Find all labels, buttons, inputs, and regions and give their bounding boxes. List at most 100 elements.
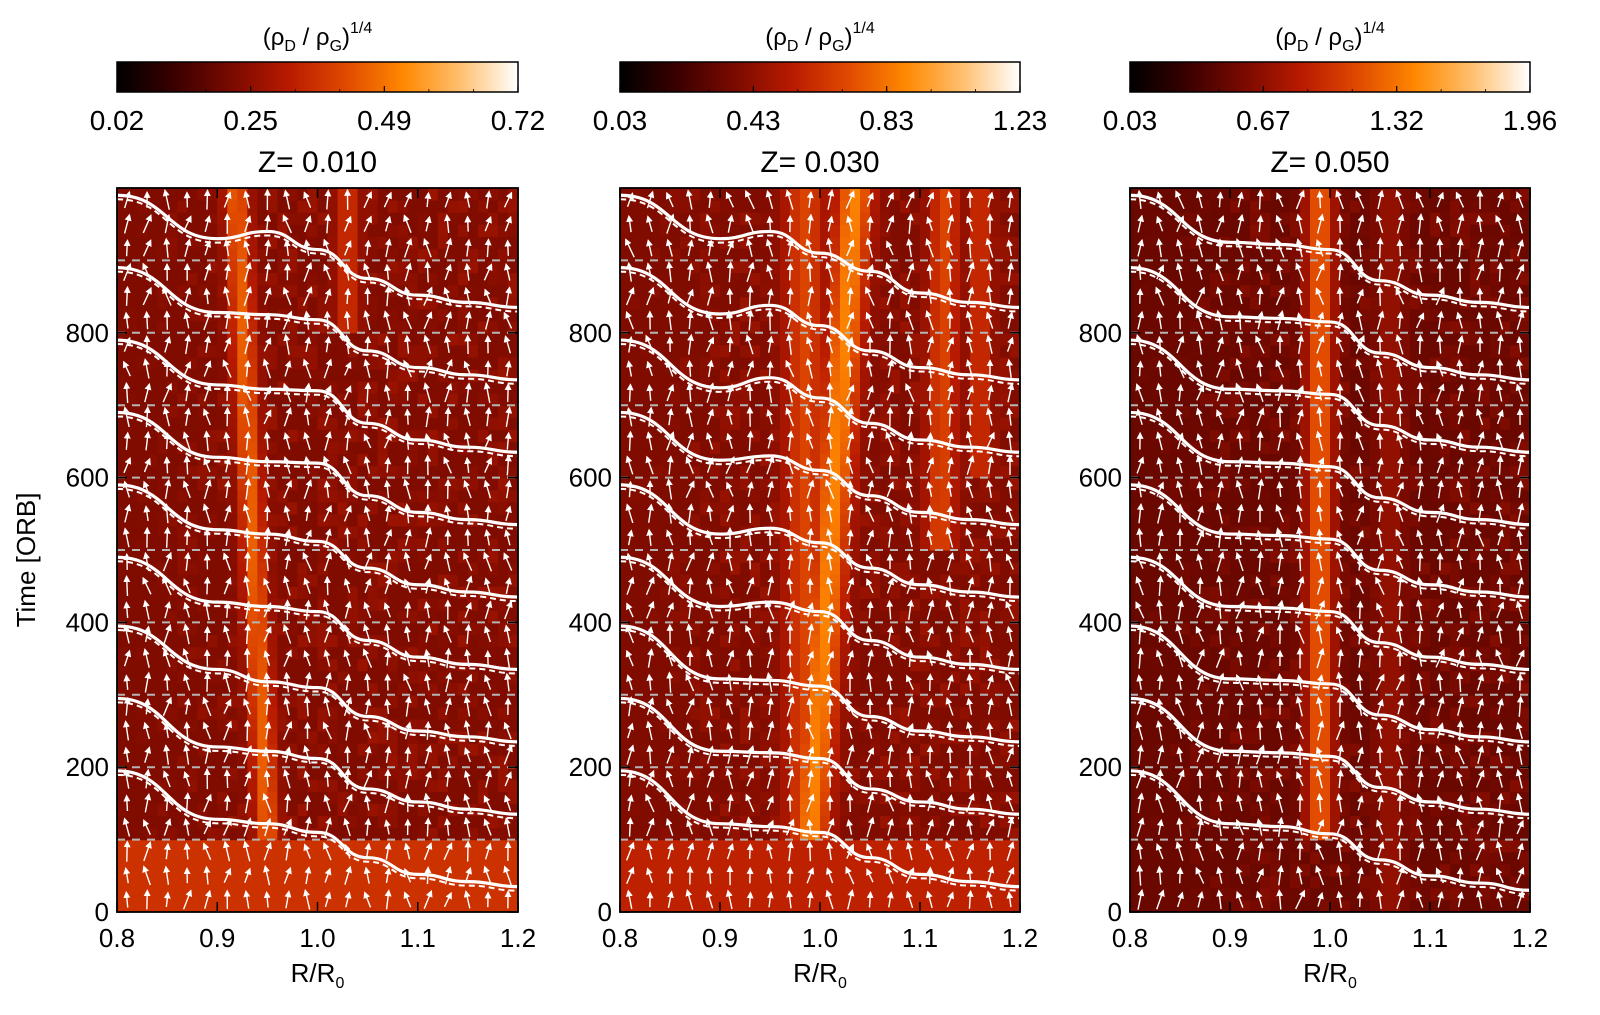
heatmap-cell	[387, 550, 399, 563]
heatmap-cell	[267, 453, 278, 467]
flow-arrow	[143, 457, 151, 473]
heatmap-cell	[347, 694, 359, 708]
heatmap-cell	[690, 851, 701, 865]
heatmap-cell	[367, 743, 379, 756]
heatmap-cell	[950, 827, 961, 841]
heatmap-cell	[347, 344, 359, 358]
heatmap-cell	[167, 369, 178, 382]
heatmap-cell	[870, 610, 881, 623]
heatmap-cell	[287, 562, 299, 575]
heatmap-cell	[900, 682, 911, 696]
heatmap-cell	[357, 525, 369, 539]
heatmap-cell	[487, 248, 499, 261]
heatmap-cell	[860, 477, 871, 491]
flow-arrow	[123, 794, 131, 812]
heatmap-cell	[147, 393, 158, 406]
heatmap-cell	[117, 381, 128, 394]
heatmap-cell	[860, 682, 871, 696]
heatmap-cell	[207, 863, 218, 877]
heatmap-cell	[740, 887, 751, 901]
flow-arrow	[423, 334, 432, 354]
heatmap-cell	[870, 441, 881, 455]
heatmap-cell	[377, 308, 389, 322]
heatmap-cell	[257, 537, 268, 551]
heatmap-cell	[237, 827, 248, 841]
heatmap-cell	[297, 405, 309, 418]
heatmap-cell	[387, 308, 399, 322]
heatmap-cell	[940, 501, 951, 515]
heatmap-cell	[487, 188, 499, 201]
heatmap-cell	[467, 381, 479, 394]
flow-arrow	[183, 601, 191, 618]
heatmap-cell	[507, 743, 518, 756]
heatmap-cell	[930, 779, 941, 792]
heatmap-cell	[417, 899, 429, 912]
flow-arrow	[424, 817, 432, 837]
heatmap-cell	[197, 272, 208, 286]
heatmap-cell	[980, 634, 991, 648]
heatmap-cell	[267, 284, 278, 298]
heatmap-cell	[337, 200, 349, 213]
heatmap-cell	[197, 332, 208, 346]
heatmap-cell	[507, 803, 518, 817]
flow-arrow	[424, 191, 432, 208]
flow-arrow	[403, 311, 413, 330]
heatmap-cell	[357, 356, 369, 370]
heatmap-cell	[387, 706, 399, 720]
heatmap-cell	[740, 417, 751, 430]
heatmap-cell	[297, 284, 309, 298]
heatmap-cell	[267, 598, 278, 611]
heatmap-cell	[257, 863, 268, 877]
flow-arrow	[183, 744, 191, 765]
heatmap-cell	[1010, 851, 1020, 865]
heatmap-cell	[197, 489, 208, 503]
heatmap-cell	[357, 308, 369, 322]
heatmap-cell	[197, 598, 208, 611]
heatmap-cell	[177, 417, 188, 430]
heatmap-cell	[177, 706, 188, 720]
heatmap-cell	[137, 634, 148, 648]
flow-arrow	[224, 263, 231, 280]
heatmap-cell	[850, 525, 861, 539]
heatmap-cell	[227, 477, 238, 491]
heatmap-cell	[700, 405, 711, 418]
flow-arrow	[283, 239, 291, 257]
heatmap-cell	[297, 815, 309, 829]
heatmap-cell	[277, 188, 289, 201]
heatmap-cell	[387, 731, 399, 744]
heatmap-cell	[247, 513, 258, 527]
heatmap-cell	[147, 369, 158, 382]
heatmap-cell	[507, 320, 518, 334]
heatmap-cell	[860, 598, 871, 611]
heatmap-cell	[620, 791, 631, 804]
heatmap-cell	[660, 658, 671, 672]
heatmap-cell	[437, 236, 449, 249]
heatmap-cell	[810, 550, 821, 563]
heatmap-cell	[147, 610, 158, 623]
heatmap-cell	[307, 827, 319, 841]
heatmap-cell	[207, 658, 218, 672]
heatmap-cell	[267, 260, 278, 274]
heatmap-cell	[327, 718, 339, 732]
heatmap-cell	[970, 477, 981, 491]
heatmap-cell	[920, 393, 931, 406]
heatmap-cell	[147, 537, 158, 551]
heatmap-cell	[317, 260, 329, 274]
heatmap-cell	[297, 441, 309, 455]
heatmap-cell	[317, 332, 329, 346]
heatmap-cell	[790, 562, 801, 575]
heatmap-cell	[397, 501, 409, 515]
flow-arrow	[243, 575, 251, 596]
heatmap-cell	[397, 863, 409, 877]
heatmap-cell	[377, 610, 389, 623]
flow-arrow	[404, 431, 411, 450]
heatmap-cell	[247, 682, 258, 696]
heatmap-cell	[407, 743, 419, 756]
flow-arrow	[222, 671, 231, 693]
heatmap-cell	[147, 598, 158, 611]
heatmap-cell	[157, 622, 168, 636]
heatmap-cell	[117, 706, 128, 720]
heatmap-cell	[427, 755, 439, 768]
heatmap-cell	[900, 694, 911, 708]
flow-arrow	[302, 286, 313, 306]
